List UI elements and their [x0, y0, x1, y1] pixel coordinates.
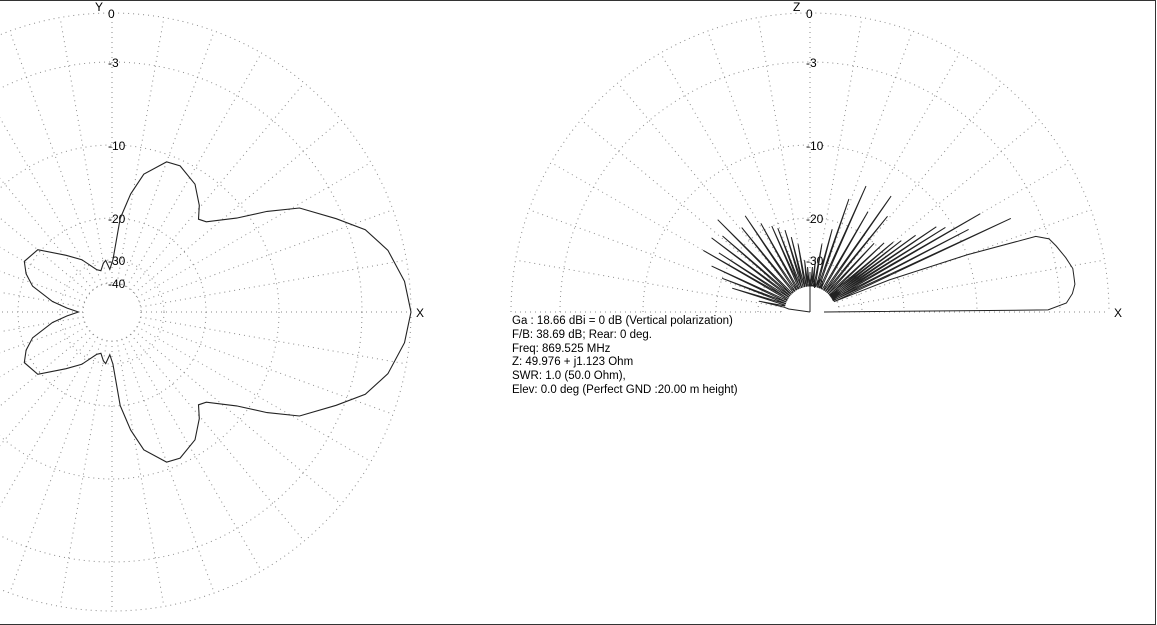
grid-spoke: [580, 119, 789, 294]
grid-spoke: [0, 117, 98, 288]
info-impedance: Z: 49.976 + j1.123 Ohm: [512, 356, 634, 369]
grid-spoke: [59, 17, 108, 284]
grid-ring: [59, 259, 165, 365]
horizontal-axis-label: X: [416, 306, 424, 320]
grid-ring: [642, 144, 978, 313]
grid-spoke: [814, 17, 863, 284]
ring-label: 0: [806, 7, 813, 21]
grid-spoke: [121, 339, 215, 594]
ring-label: -20: [108, 212, 126, 226]
grid-ring: [0, 144, 280, 480]
info-gain: Ga : 18.66 dBi = 0 dB (Vertical polariza…: [512, 315, 733, 327]
grid-spoke: [0, 217, 91, 294]
grid-spoke: [139, 321, 394, 415]
info-front-back: F/B: 38.69 dB; Rear: 0 deg.: [512, 328, 652, 341]
ring-label: -20: [806, 212, 824, 226]
info-swr: SWR: 1.0 (50.0 Ohm),: [512, 370, 626, 383]
ring-label: 0: [108, 7, 115, 21]
grid-spoke: [59, 340, 108, 607]
info-frequency: Freq: 869.525 MHz: [512, 342, 611, 355]
ring-label: -30: [108, 254, 126, 268]
grid-spoke: [9, 30, 103, 285]
grid-spoke: [838, 259, 1105, 308]
grid-spoke: [0, 291, 84, 308]
grid-spoke: [136, 326, 372, 462]
vertical-axis-label: Z: [793, 0, 800, 14]
grid-spoke: [140, 259, 407, 308]
grid-spoke: [617, 82, 792, 291]
grid-spoke: [116, 17, 165, 284]
grid-spoke: [0, 330, 91, 407]
grid-spoke: [133, 119, 342, 294]
grid-spoke: [828, 82, 1003, 291]
grid-spoke: [819, 30, 913, 285]
grid-spoke: [133, 330, 342, 505]
grid-spoke: [130, 333, 305, 542]
grid-spoke: [136, 162, 372, 298]
grid-spoke: [139, 209, 394, 303]
ring-label: -10: [806, 139, 824, 153]
grid-spoke: [121, 30, 215, 285]
grid-spoke: [9, 339, 103, 594]
pattern-trace: [703, 185, 1076, 313]
grid-spoke: [528, 209, 783, 303]
grid-spoke: [0, 336, 98, 507]
pattern-trace: [23, 161, 412, 463]
grid-ring: [17, 217, 207, 407]
grid-spoke: [130, 82, 305, 291]
ring-label: -10: [108, 139, 126, 153]
ring-label: -3: [806, 56, 817, 70]
grid-spoke: [140, 316, 407, 365]
grid-spoke: [0, 316, 84, 333]
grid-spoke: [757, 17, 806, 284]
horizontal-axis-label: X: [1114, 306, 1122, 320]
antenna-info-block: Ga : 18.66 dBi = 0 dB (Vertical polariza…: [512, 315, 738, 398]
grid-spoke: [126, 336, 262, 572]
grid-spoke: [0, 246, 88, 298]
grid-ring: [82, 282, 142, 342]
grid-ring: [715, 217, 905, 313]
grid-spoke: [707, 30, 801, 285]
grid-spoke: [126, 52, 262, 288]
ring-label: -3: [108, 56, 119, 70]
ring-label: -40: [108, 277, 126, 291]
grid-spoke: [515, 259, 782, 308]
vertical-axis-label: Y: [95, 0, 103, 14]
grid-spoke: [0, 270, 85, 303]
info-elevation: Elev: 0.0 deg (Perfect GND :20.00 m heig…: [512, 383, 738, 396]
grid-spoke: [660, 52, 796, 288]
horizontal-pattern-plot: 0 -3 -10 -20 -30 -40 Y X: [0, 0, 424, 612]
grid-spoke: [116, 340, 165, 607]
grid-spoke: [0, 326, 88, 378]
grid-spoke: [0, 321, 85, 354]
